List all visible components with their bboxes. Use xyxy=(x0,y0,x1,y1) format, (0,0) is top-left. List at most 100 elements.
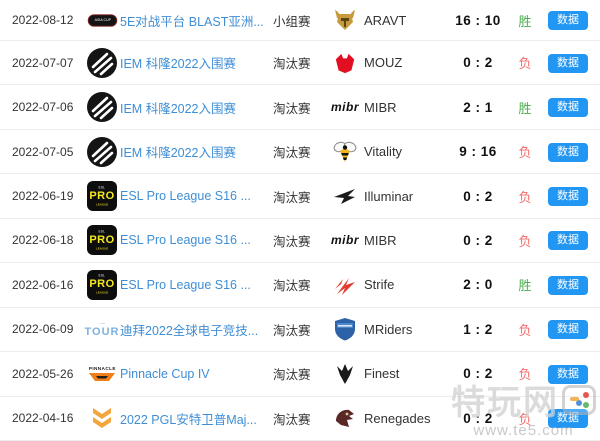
vitality-bee-icon xyxy=(332,141,358,163)
match-score: 0 : 2 xyxy=(463,188,493,204)
team-name: Finest xyxy=(364,366,400,382)
match-date: 2022-04-16 xyxy=(12,411,74,426)
data-button[interactable]: 数据 xyxy=(548,187,588,207)
pinnacle-wordmark: PINNACLE xyxy=(88,366,116,372)
tournament-link[interactable]: 2022 PGL安特卫普Maj... xyxy=(120,412,257,427)
asia-cup-badge-icon: ASIA CUP xyxy=(86,13,118,27)
match-stage: 淘汰赛 xyxy=(273,146,311,161)
match-date: 2022-07-06 xyxy=(12,100,74,115)
table-row: 2022-07-07 IEM 科隆2022入围赛 淘汰赛 MOUZ 0 : 2 … xyxy=(0,41,600,86)
esl-badge-top-text: ESL xyxy=(98,185,106,190)
match-score: 9 : 16 xyxy=(459,144,497,160)
match-stage: 淘汰赛 xyxy=(273,101,311,116)
match-score: 2 : 1 xyxy=(463,99,493,115)
data-button[interactable]: 数据 xyxy=(548,409,588,429)
illuminar-bird-icon xyxy=(332,187,358,205)
esl-pro-league-logo-icon: ESL PRO LEAGUE xyxy=(86,269,118,300)
team-name: MOUZ xyxy=(364,55,403,71)
data-button[interactable]: 数据 xyxy=(548,142,588,162)
data-button[interactable]: 数据 xyxy=(548,11,588,30)
match-stage: 小组赛 xyxy=(273,14,311,29)
data-button[interactable]: 数据 xyxy=(548,320,588,340)
tour-wordmark: TOUR xyxy=(84,325,120,338)
match-score: 0 : 2 xyxy=(463,55,493,71)
table-row: 2022-06-16 ESL PRO LEAGUE ESL Pro League S… xyxy=(0,263,600,308)
table-row: 2022-06-18 ESL PRO LEAGUE ESL Pro League S… xyxy=(0,219,600,264)
match-result: 胜 xyxy=(518,100,532,116)
tournament-link[interactable]: IEM 科隆2022入围赛 xyxy=(120,57,237,72)
match-result: 负 xyxy=(518,233,532,249)
table-row: 2022-05-26 PINNACLE Pinnacle Cup IV 淘汰赛 … xyxy=(0,352,600,397)
match-score: 2 : 0 xyxy=(463,277,493,293)
iem-logo-icon xyxy=(86,91,118,123)
team-name: MIBR xyxy=(364,99,397,115)
match-result: 胜 xyxy=(518,13,532,29)
match-score: 16 : 10 xyxy=(455,12,501,28)
global-tour-logo-icon: ▪▪▪▪▪ TOUR xyxy=(84,322,120,338)
mouz-logo-icon xyxy=(332,52,358,74)
data-button[interactable]: 数据 xyxy=(548,364,588,384)
tournament-link[interactable]: 5E对战平台 BLAST亚洲... xyxy=(120,14,264,29)
match-stage: 淘汰赛 xyxy=(273,323,311,338)
tournament-link[interactable]: ESL Pro League S16 ... xyxy=(120,233,251,248)
match-stage: 淘汰赛 xyxy=(273,57,311,72)
data-button[interactable]: 数据 xyxy=(548,98,588,118)
finest-crown-icon xyxy=(332,363,358,385)
mibr-wordmark: mibr xyxy=(331,100,360,115)
data-button[interactable]: 数据 xyxy=(548,231,588,251)
table-row: 2022-08-12 ASIA CUP 5E对战平台 BLAST亚洲... 小组… xyxy=(0,0,600,41)
table-row: 2022-06-09 ▪▪▪▪▪ TOUR 迪拜2022全球电子竞技... 淘汰赛… xyxy=(0,308,600,353)
strife-bolt-icon xyxy=(332,275,358,295)
match-result: 负 xyxy=(518,367,532,383)
match-result: 负 xyxy=(518,322,532,338)
tournament-link[interactable]: ESL Pro League S16 ... xyxy=(120,189,251,204)
mibr-logo-icon: mibr xyxy=(331,233,360,248)
esl-badge-pro-text: PRO xyxy=(89,278,115,291)
mibr-logo-icon: mibr xyxy=(331,100,360,115)
match-result: 负 xyxy=(518,145,532,161)
team-name: MRiders xyxy=(364,321,413,337)
data-button[interactable]: 数据 xyxy=(548,275,588,295)
esl-badge-pro-text: PRO xyxy=(89,233,115,246)
esl-badge-league-text: LEAGUE xyxy=(95,203,109,207)
esl-pro-league-logo-icon: ESL PRO LEAGUE xyxy=(86,181,118,212)
iem-logo-icon xyxy=(86,47,118,79)
team-name: MIBR xyxy=(364,232,397,248)
data-button[interactable]: 数据 xyxy=(548,53,588,73)
esl-badge-top-text: ESL xyxy=(98,230,106,234)
tournament-link[interactable]: ESL Pro League S16 ... xyxy=(120,277,251,292)
renegades-bird-icon xyxy=(332,407,358,429)
tournament-link[interactable]: IEM 科隆2022入围赛 xyxy=(120,101,237,116)
team-name: Vitality xyxy=(364,144,403,160)
match-stage: 淘汰赛 xyxy=(273,412,311,427)
esl-badge-league-text: LEAGUE xyxy=(95,291,109,295)
match-result: 负 xyxy=(518,56,532,72)
aravt-helmet-icon xyxy=(332,8,358,32)
tournament-link[interactable]: 迪拜2022全球电子竞技... xyxy=(120,323,259,338)
match-stage: 淘汰赛 xyxy=(273,368,311,383)
pgl-major-logo-icon xyxy=(86,405,118,431)
match-score: 1 : 2 xyxy=(463,321,493,337)
match-result: 负 xyxy=(518,189,532,205)
tournament-link[interactable]: Pinnacle Cup IV xyxy=(120,366,210,381)
match-stage: 淘汰赛 xyxy=(273,279,311,294)
match-result: 负 xyxy=(518,411,532,427)
match-stage: 淘汰赛 xyxy=(273,234,311,249)
match-date: 2022-06-19 xyxy=(12,189,74,204)
match-stage: 淘汰赛 xyxy=(273,190,311,205)
match-date: 2022-06-09 xyxy=(12,322,74,337)
mibr-wordmark: mibr xyxy=(331,233,360,248)
asia-cup-badge-text: ASIA CUP xyxy=(93,17,111,22)
tournament-link[interactable]: IEM 科隆2022入围赛 xyxy=(120,146,237,161)
mriders-shield-icon xyxy=(332,317,358,341)
esl-badge-top-text: ESL xyxy=(98,274,106,279)
table-row: 2022-07-06 IEM 科隆2022入围赛 淘汰赛 mibr MIBR 2… xyxy=(0,85,600,130)
pinnacle-logo-icon: PINNACLE xyxy=(86,366,118,382)
match-score: 0 : 2 xyxy=(463,410,493,426)
team-name: Renegades xyxy=(364,410,431,426)
match-date: 2022-05-26 xyxy=(12,366,74,381)
match-date: 2022-06-18 xyxy=(12,233,74,248)
match-result: 胜 xyxy=(518,278,532,294)
team-name: Illuminar xyxy=(364,188,414,204)
